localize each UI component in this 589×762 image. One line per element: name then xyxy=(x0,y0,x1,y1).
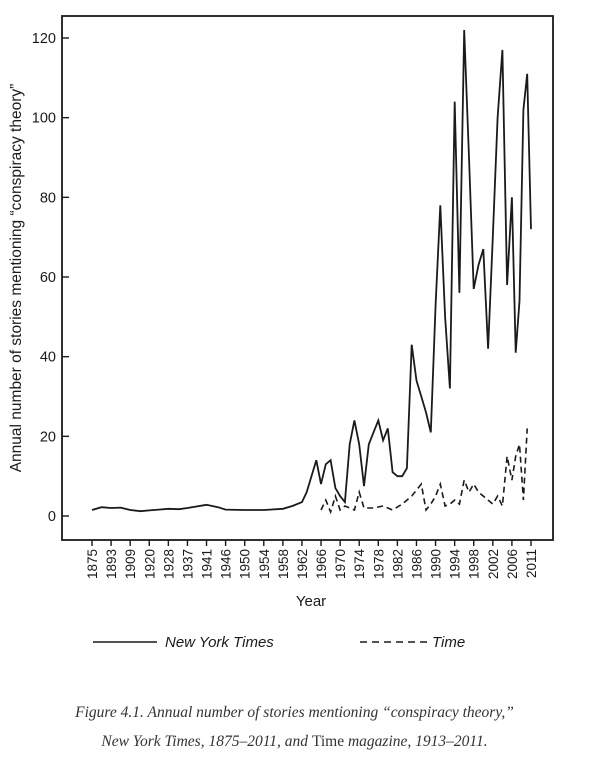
legend-nyt-label: New York Times xyxy=(165,634,274,651)
x-tick-label: 1958 xyxy=(276,549,291,579)
x-tick-label: 1937 xyxy=(180,549,195,579)
x-tick-label: 2002 xyxy=(486,549,501,579)
caption-line-2: New York Times, 1875–2011, and Time maga… xyxy=(0,727,589,756)
x-tick-label: 1990 xyxy=(429,549,444,579)
y-tick-label: 60 xyxy=(40,270,56,286)
x-tick-label: 1962 xyxy=(295,549,310,579)
x-tick-label: 1966 xyxy=(314,549,329,579)
x-tick-label: 2006 xyxy=(505,549,520,579)
x-tick-label: 1974 xyxy=(352,549,367,580)
x-tick-label: 2011 xyxy=(524,549,539,578)
caption-line-1: Figure 4.1. Annual number of stories men… xyxy=(75,704,514,721)
legend-time-label: Time xyxy=(432,634,465,651)
caption-nyt: New York Times xyxy=(101,733,201,750)
x-tick-label: 1941 xyxy=(200,549,215,579)
x-tick-label: 1986 xyxy=(409,549,424,579)
y-tick-label: 80 xyxy=(40,190,56,206)
y-tick-label: 40 xyxy=(40,350,56,366)
caption-years-1: , 1875–2011, and xyxy=(200,733,312,750)
x-tick-label: 1946 xyxy=(219,549,234,579)
x-tick-label: 1994 xyxy=(448,549,463,580)
figure-caption: Figure 4.1. Annual number of stories men… xyxy=(0,698,589,756)
y-axis-label: Annual number of stories mentioning “con… xyxy=(8,84,25,473)
series-line-nyt xyxy=(91,29,532,513)
x-axis-label: Year xyxy=(296,593,326,610)
y-axis: 0 20 40 60 80 100 120 xyxy=(32,31,69,525)
caption-years-2: magazine, 1913–2011. xyxy=(344,733,488,750)
y-tick-label: 0 xyxy=(48,509,56,525)
x-tick-label: 1875 xyxy=(85,549,100,579)
x-tick-label: 1928 xyxy=(161,549,176,579)
x-axis: 1875 1893 1909 1920 1928 1937 1941 1946 1950 1954… xyxy=(85,540,539,579)
x-tick-label: 1893 xyxy=(104,549,119,579)
x-tick-label: 1909 xyxy=(123,549,138,579)
x-tick-label: 1982 xyxy=(390,549,405,579)
x-tick-label: 1970 xyxy=(333,549,348,579)
y-tick-label: 100 xyxy=(32,111,56,127)
caption-time: Time xyxy=(311,733,345,750)
x-tick-label: 1954 xyxy=(257,549,272,580)
y-tick-label: 20 xyxy=(40,429,56,445)
y-tick-label: 120 xyxy=(32,31,56,47)
plot-frame xyxy=(61,15,554,541)
series-layer xyxy=(91,29,532,515)
series-line-time xyxy=(320,428,528,515)
x-tick-label: 1920 xyxy=(142,549,157,579)
x-tick-label: 1998 xyxy=(467,549,482,579)
x-tick-label: 1978 xyxy=(371,549,386,579)
chart-figure: 0 20 40 60 80 100 120 1875 1893 1909 1920 1928 1937… xyxy=(8,15,554,651)
legend: New York Times Time xyxy=(93,634,465,651)
x-tick-label: 1950 xyxy=(238,549,253,579)
